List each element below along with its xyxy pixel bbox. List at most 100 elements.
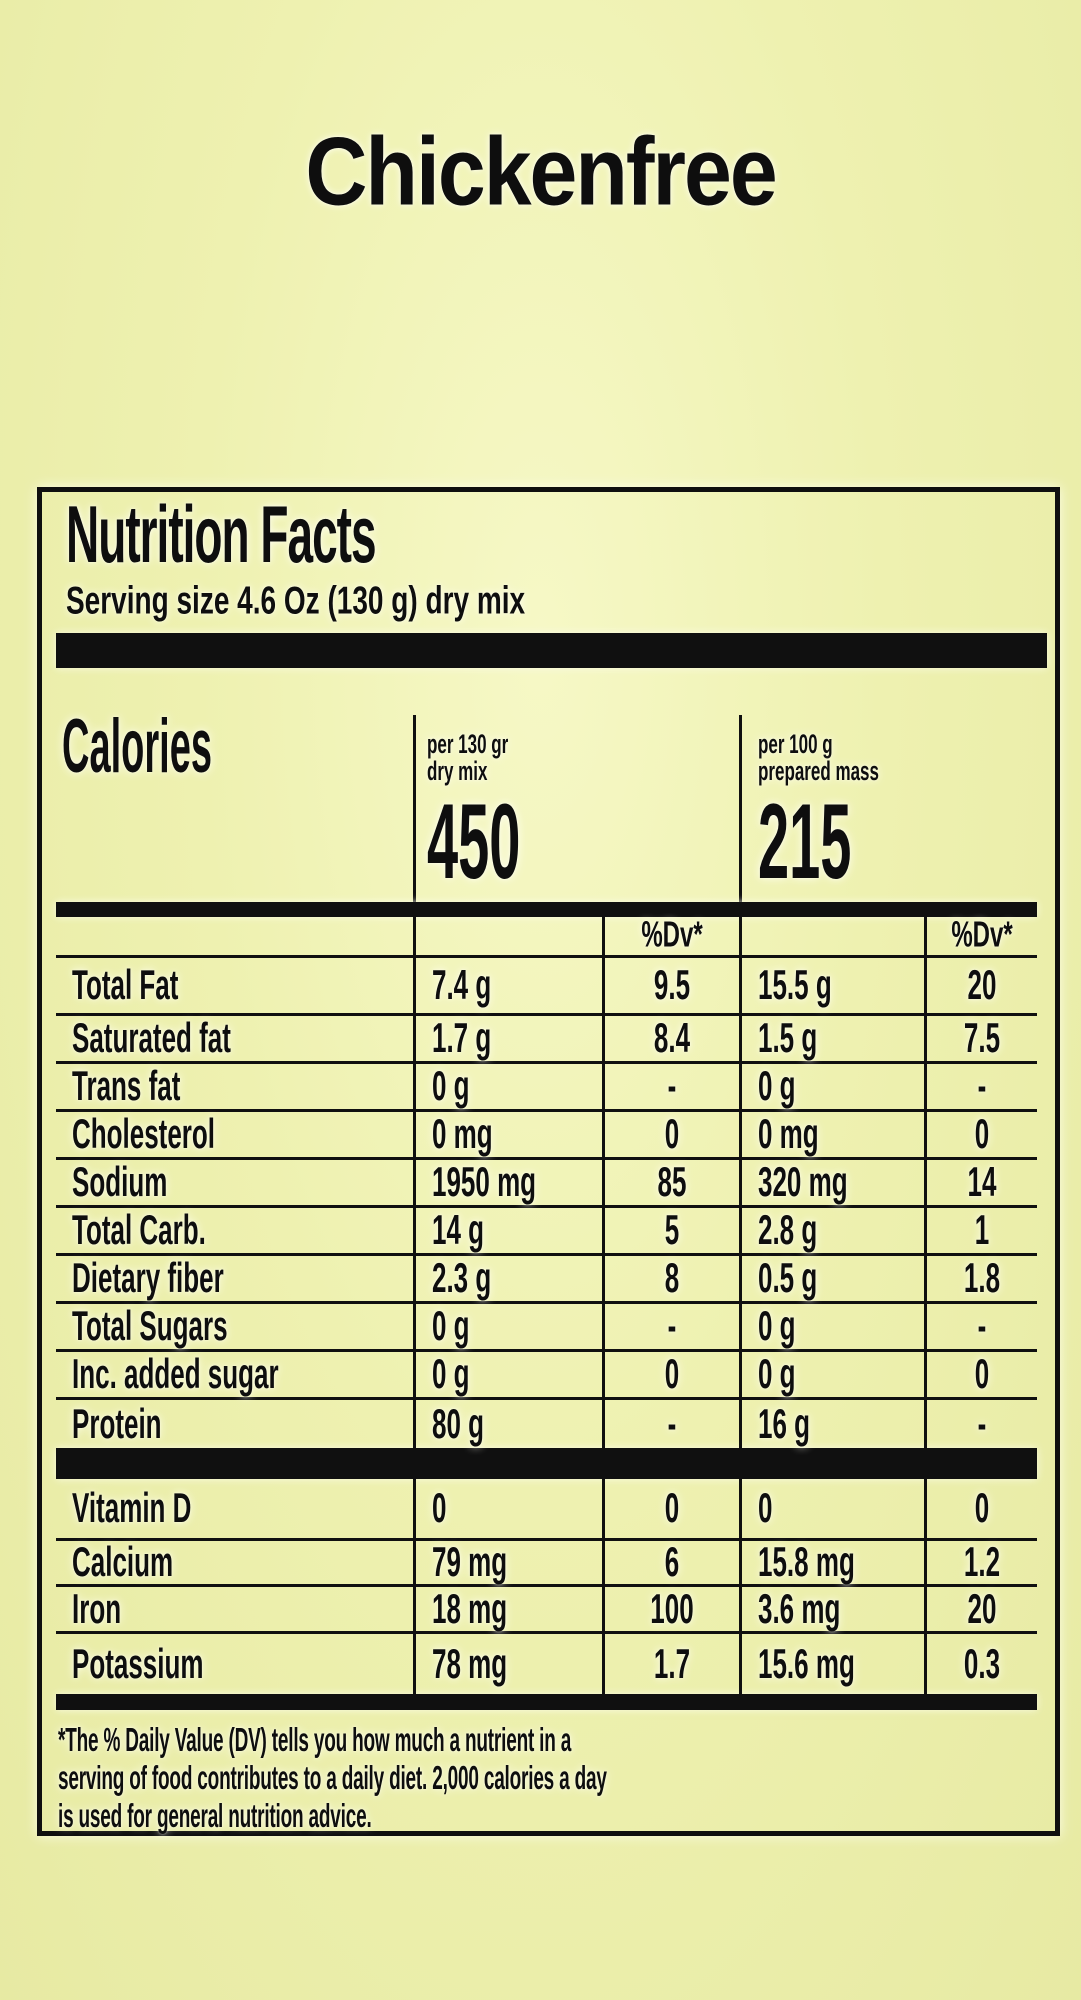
calories-section: Calories per 130 gr dry mix 450 per 100 … <box>42 668 1055 902</box>
table-row: Iron 18 mg 100 3.6 mg 20 <box>56 1584 1037 1634</box>
amount-prepared-cell: 0 g <box>739 1302 924 1350</box>
amount-prepared-cell: 2.8 g <box>739 1206 924 1254</box>
calories-value-prepared-mass: 215 <box>758 781 879 901</box>
amount-prepared-cell: 0 <box>739 1479 924 1538</box>
amount-dry-mix-cell: 78 mg <box>413 1634 602 1694</box>
thick-divider-calories <box>56 902 1037 917</box>
row-label-cell: Iron <box>72 1584 122 1633</box>
amount-dry-mix-cell: 14 g <box>413 1206 602 1254</box>
calories-note-line2: prepared mass <box>758 756 879 787</box>
amount-dry-mix-cell: 1950 mg <box>413 1158 602 1206</box>
table-row: Dietary fiber 2.3 g 8 0.5 g 1.8 <box>56 1253 1037 1304</box>
amount-dry-mix-cell: 0 g <box>413 1350 602 1398</box>
product-title-text: Chickenfree <box>305 118 777 226</box>
header-empty-cell <box>739 917 924 955</box>
amount-prepared-cell: 15.6 mg <box>739 1634 924 1694</box>
table-row: Trans fat 0 g - 0 g - <box>56 1062 1037 1112</box>
daily-value-footnote: *The % Daily Value (DV) tells you how mu… <box>58 1723 607 1837</box>
dv-dry-mix-cell: - <box>602 1399 739 1448</box>
dv-dry-mix-cell: 0 <box>602 1479 739 1538</box>
dv-dry-mix-cell: 1.7 <box>602 1634 739 1694</box>
amount-prepared-cell: 0 g <box>739 1062 924 1110</box>
amount-dry-mix-cell: 7.4 g <box>413 958 602 1013</box>
table-row: Calcium 79 mg 6 15.8 mg 1.2 <box>56 1537 1037 1587</box>
thick-divider-protein <box>56 1448 1037 1479</box>
calories-per-prepared-mass: per 100 g prepared mass 215 <box>758 729 879 901</box>
calories-value-text: 450 <box>427 781 521 901</box>
header-empty-cell <box>56 917 413 955</box>
amount-prepared-cell: 3.6 mg <box>739 1584 924 1632</box>
row-label-cell: Total Sugars <box>72 1301 228 1350</box>
dv-header-text: %Dv* <box>641 915 703 956</box>
dv-dry-mix-cell: 100 <box>602 1584 739 1632</box>
amount-prepared-cell: 0 g <box>739 1350 924 1398</box>
table-header-row: %Dv* %Dv* <box>56 915 1037 958</box>
amount-prepared-cell: 0.5 g <box>739 1254 924 1302</box>
amount-dry-mix-cell: 79 mg <box>413 1538 602 1586</box>
dv-dry-mix-cell: 8 <box>602 1254 739 1302</box>
dv-prepared-cell: 0 <box>924 1479 1037 1538</box>
amount-dry-mix-cell: 2.3 g <box>413 1254 602 1302</box>
product-title: Chickenfree <box>0 118 1081 226</box>
row-label-cell: Potassium <box>72 1639 204 1688</box>
dv-prepared-cell: 0 <box>924 1110 1037 1158</box>
calories-note: per 100 g prepared mass <box>758 729 879 786</box>
table-row: Inc. added sugar 0 g 0 0 g 0 <box>56 1350 1037 1400</box>
footnote-line: is used for general nutrition advice. <box>58 1799 372 1836</box>
dv-prepared-cell: 1 <box>924 1206 1037 1254</box>
row-label-cell: Dietary fiber <box>72 1253 224 1302</box>
row-label-cell: Cholesterol <box>72 1109 216 1158</box>
table-row: Cholesterol 0 mg 0 0 mg 0 <box>56 1109 1037 1160</box>
nutrition-facts-heading: Nutrition Facts <box>66 489 377 580</box>
table-row: Vitamin D 0 0 0 0 <box>56 1479 1037 1541</box>
nutrients-table: %Dv* %Dv* Total Fat 7.4 g 9.5 15.5 g 20 … <box>56 915 1037 1710</box>
thick-divider-top <box>56 633 1047 668</box>
dv-header-cell: %Dv* <box>602 915 739 956</box>
row-label-cell: Vitamin D <box>72 1483 192 1532</box>
row-label-cell: Protein <box>72 1399 162 1448</box>
row-label-cell: Total Fat <box>72 960 179 1009</box>
dv-prepared-cell: - <box>924 1302 1037 1350</box>
dv-prepared-cell: 0 <box>924 1350 1037 1398</box>
table-row: Total Sugars 0 g - 0 g - <box>56 1301 1037 1352</box>
calories-heading-text: Calories <box>62 706 212 790</box>
calories-note: per 130 gr dry mix <box>427 729 520 786</box>
calories-per-dry-mix: per 130 gr dry mix 450 <box>427 729 520 901</box>
footnote-line: serving of food contributes to a daily d… <box>58 1761 607 1798</box>
dv-dry-mix-cell: 85 <box>602 1158 739 1206</box>
amount-dry-mix-cell: 0 g <box>413 1062 602 1110</box>
amount-prepared-cell: 320 mg <box>739 1158 924 1206</box>
dv-dry-mix-cell: 5 <box>602 1206 739 1254</box>
dv-dry-mix-cell: - <box>602 1062 739 1110</box>
table-row: Protein 80 g - 16 g - <box>56 1399 1037 1448</box>
dv-prepared-cell: 1.2 <box>924 1538 1037 1586</box>
table-row: Sodium 1950 mg 85 320 mg 14 <box>56 1158 1037 1208</box>
footnote-line: *The % Daily Value (DV) tells you how mu… <box>58 1723 572 1760</box>
dv-prepared-cell: 14 <box>924 1158 1037 1206</box>
thick-divider-bottom <box>56 1694 1037 1710</box>
amount-prepared-cell: 15.8 mg <box>739 1538 924 1586</box>
table-row: Saturated fat 1.7 g 8.4 1.5 g 7.5 <box>56 1013 1037 1064</box>
amount-dry-mix-cell: 0 g <box>413 1302 602 1350</box>
amount-prepared-cell: 0 mg <box>739 1110 924 1158</box>
calories-note-line1: per 100 g <box>758 729 833 760</box>
calories-note-line2: dry mix <box>427 756 488 787</box>
amount-prepared-cell: 15.5 g <box>739 958 924 1013</box>
amount-dry-mix-cell: 0 <box>413 1479 602 1538</box>
dv-prepared-cell: 20 <box>924 958 1037 1013</box>
row-label-cell: Calcium <box>72 1537 174 1586</box>
calories-note-line1: per 130 gr <box>427 729 509 760</box>
calories-value-dry-mix: 450 <box>427 781 520 901</box>
row-label-cell: Saturated fat <box>72 1013 231 1062</box>
dv-prepared-cell: 7.5 <box>924 1014 1037 1062</box>
table-row: Total Fat 7.4 g 9.5 15.5 g 20 <box>56 958 1037 1016</box>
amount-dry-mix-cell: 80 g <box>413 1399 602 1448</box>
table-row: Potassium 78 mg 1.7 15.6 mg 0.3 <box>56 1634 1037 1694</box>
dv-prepared-cell: 20 <box>924 1584 1037 1632</box>
amount-dry-mix-cell: 18 mg <box>413 1584 602 1632</box>
nutrition-facts-label: Nutrition Facts Serving size 4.6 Oz (130… <box>37 487 1060 1836</box>
dv-dry-mix-cell: 9.5 <box>602 958 739 1013</box>
dv-prepared-cell: 0.3 <box>924 1634 1037 1694</box>
calories-column-divider-2 <box>739 715 742 902</box>
dv-dry-mix-cell: 6 <box>602 1538 739 1586</box>
